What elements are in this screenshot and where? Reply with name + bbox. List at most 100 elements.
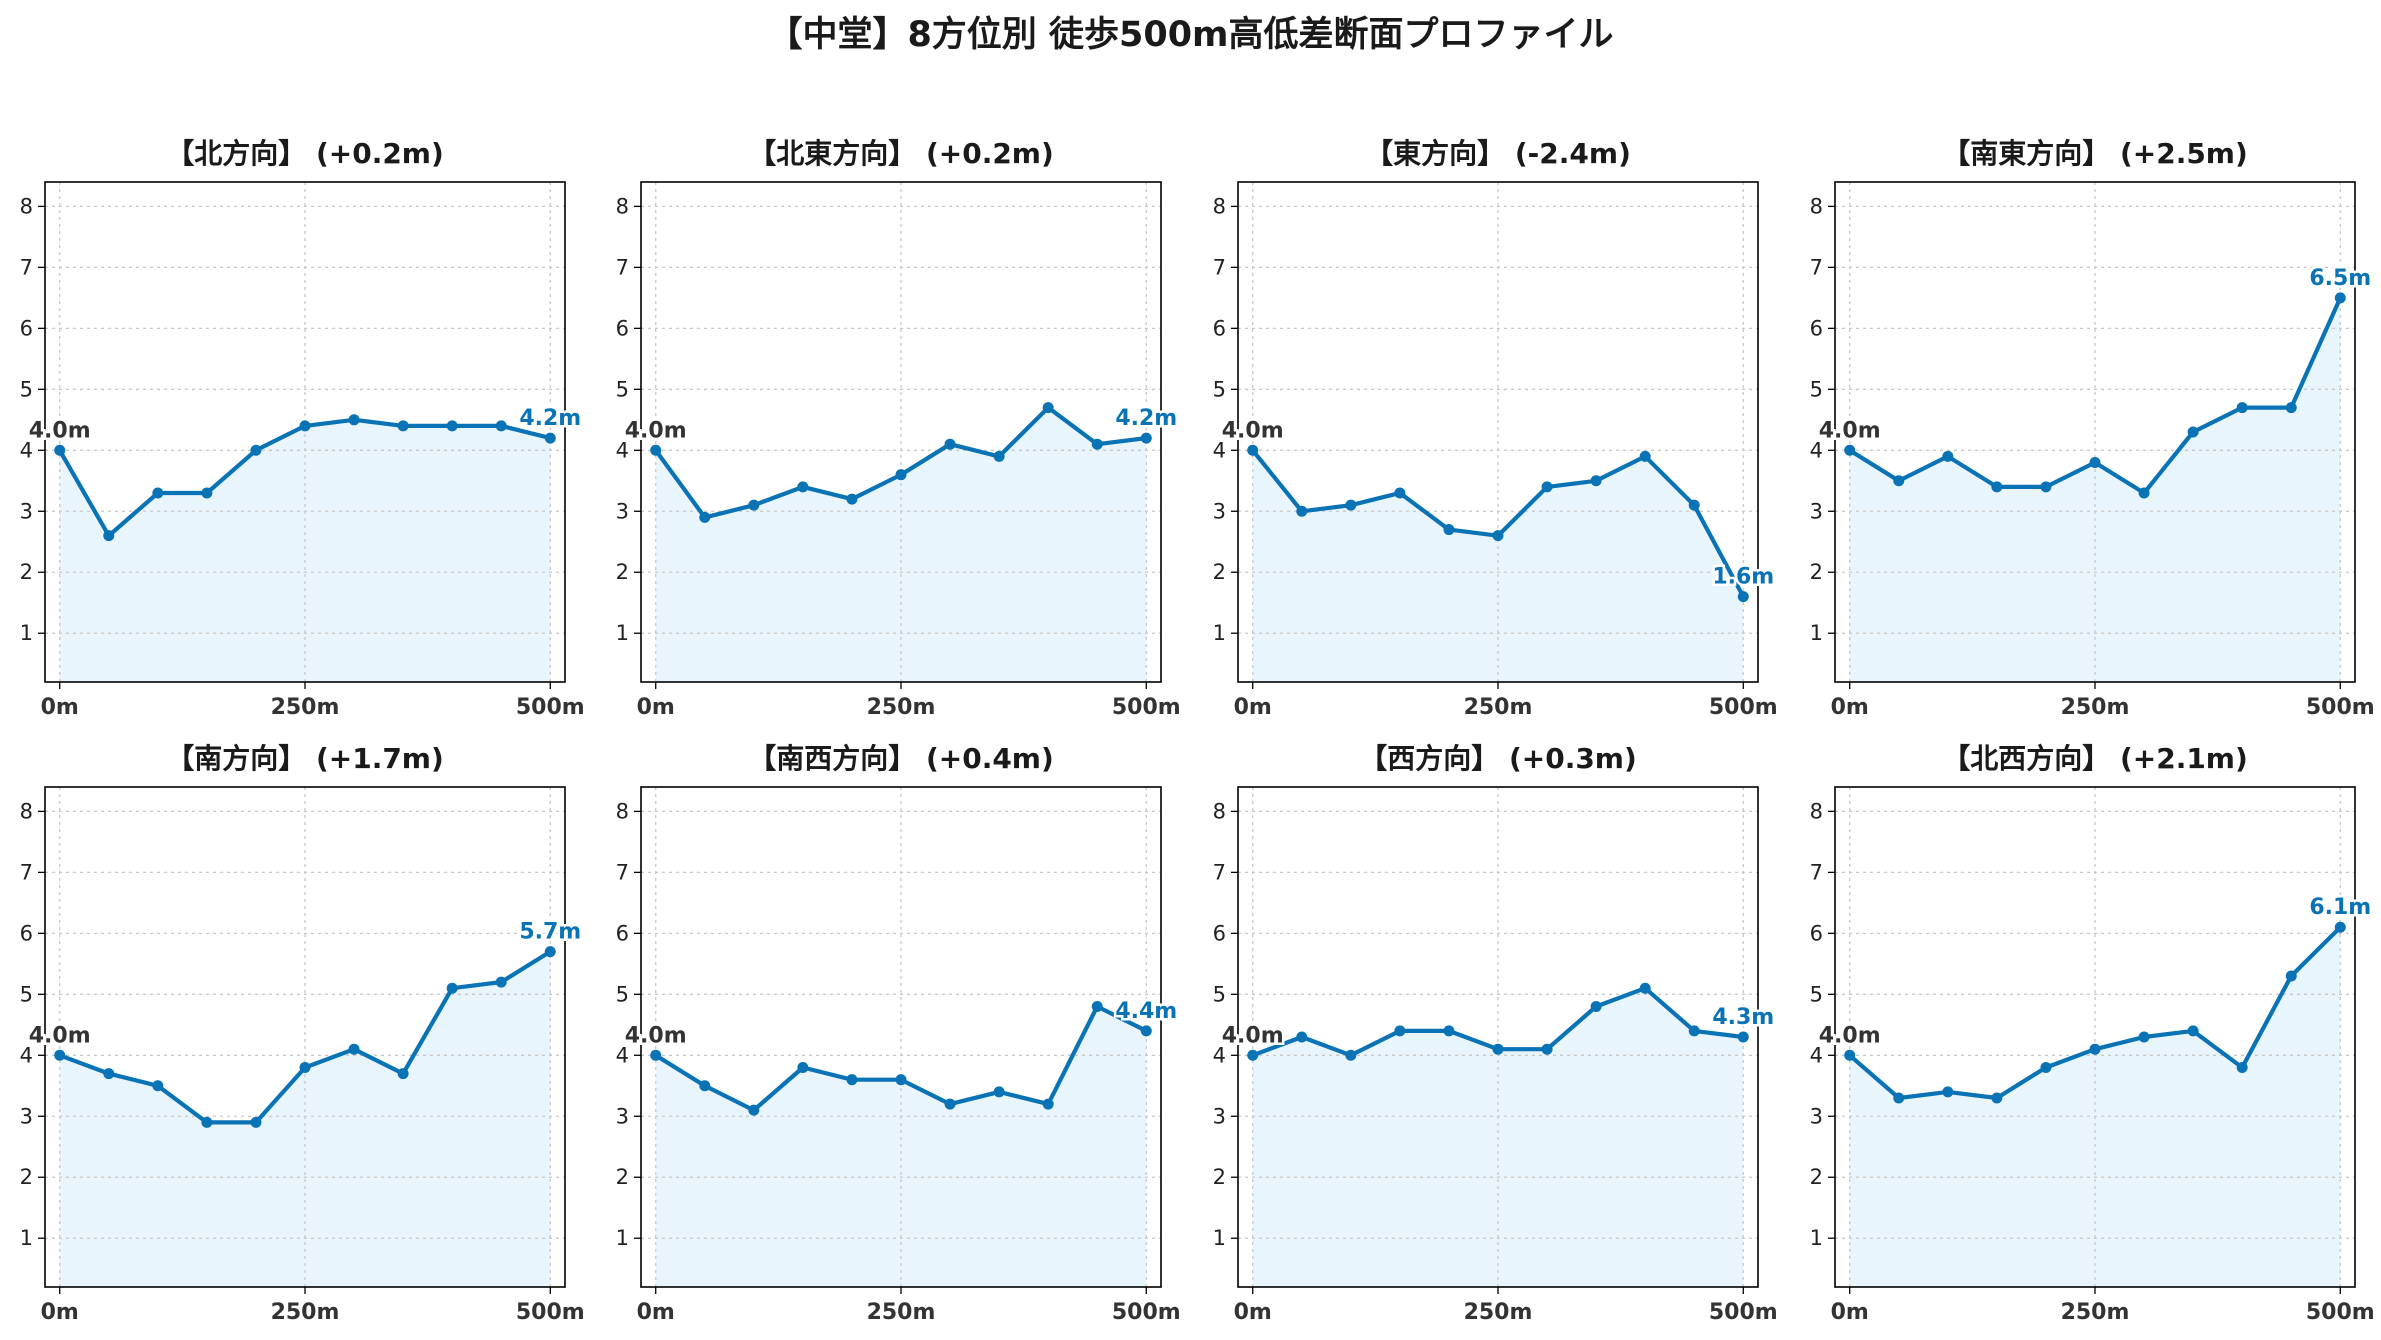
chart-title: 【北東方向】 (+0.2m) — [748, 137, 1054, 170]
profile-area — [1849, 927, 2341, 1287]
x-tick-label: 500m — [516, 1300, 585, 1325]
data-point — [993, 1086, 1005, 1098]
data-point — [797, 1061, 809, 1073]
end-value-label: 4.2m — [1115, 406, 1177, 431]
y-tick-label: 7 — [1810, 255, 1823, 279]
chart-panel-4: 【南東方向】 (+2.5m) 1 2 3 4 5 6 7 8 0m 250m 500m 4.0m 6.5m — [1810, 137, 2375, 720]
data-point — [1394, 487, 1406, 499]
data-point — [446, 982, 458, 994]
y-tick-label: 3 — [20, 499, 33, 523]
y-tick-label: 7 — [1810, 860, 1823, 884]
chart-panel-7: 【西方向】 (+0.3m) 1 2 3 4 5 6 7 8 0m 250m 500m 4.0m 4.3m — [1213, 742, 1778, 1325]
data-point — [1091, 1001, 1103, 1013]
y-tick-label: 8 — [1810, 194, 1823, 218]
y-tick-label: 6 — [616, 921, 629, 945]
data-point — [1492, 530, 1504, 542]
x-tick-label: 250m — [2061, 1300, 2130, 1325]
x-tick-label: 500m — [2306, 1300, 2375, 1325]
start-value-label: 4.0m — [1819, 1023, 1881, 1048]
x-tick-label: 0m — [41, 1300, 79, 1325]
data-point — [1394, 1025, 1406, 1037]
chart-panel-1: 【北方向】 (+0.2m) 1 2 3 4 5 6 7 8 0m 250m 500m 4.0m 4.2m — [20, 137, 585, 720]
data-point — [544, 432, 556, 444]
x-tick-label: 0m — [41, 695, 79, 720]
chart-title: 【南東方向】 (+2.5m) — [1942, 137, 2248, 170]
data-point — [748, 1104, 760, 1116]
chart-panel-8: 【北西方向】 (+2.1m) 1 2 3 4 5 6 7 8 0m 250m 500m 4.0m 6.1m — [1810, 742, 2375, 1325]
chart-panel-5: 【南方向】 (+1.7m) 1 2 3 4 5 6 7 8 0m 250m 500m 4.0m 5.7m — [20, 742, 585, 1325]
x-tick-label: 0m — [637, 1300, 675, 1325]
y-tick-label: 4 — [1213, 438, 1226, 462]
profile-area — [1252, 450, 1744, 682]
y-tick-label: 1 — [1810, 621, 1823, 645]
x-tick-label: 250m — [271, 1300, 340, 1325]
y-tick-label: 7 — [1213, 255, 1226, 279]
y-tick-label: 1 — [616, 1226, 629, 1250]
data-point — [1140, 432, 1152, 444]
y-tick-label: 8 — [1213, 799, 1226, 823]
data-point — [1639, 982, 1651, 994]
y-tick-label: 4 — [1810, 1043, 1823, 1067]
y-tick-label: 6 — [20, 316, 33, 340]
data-point — [103, 1068, 115, 1080]
data-point — [1443, 1025, 1455, 1037]
start-value-label: 4.0m — [1819, 418, 1881, 443]
data-point — [748, 499, 760, 511]
x-tick-label: 500m — [1709, 1300, 1778, 1325]
data-point — [397, 1068, 409, 1080]
y-tick-label: 7 — [616, 255, 629, 279]
x-tick-label: 0m — [1234, 1300, 1272, 1325]
chart-panel-3: 【東方向】 (-2.4m) 1 2 3 4 5 6 7 8 0m 250m 500m 4.0m 1.6m — [1213, 137, 1778, 720]
chart-title: 【南方向】 (+1.7m) — [166, 742, 444, 775]
profile-area — [59, 419, 551, 682]
y-tick-label: 3 — [1213, 1104, 1226, 1128]
y-tick-label: 3 — [616, 1104, 629, 1128]
data-point — [1639, 450, 1651, 462]
data-point — [54, 1049, 66, 1061]
data-point — [544, 946, 556, 958]
profile-area — [59, 951, 551, 1287]
plot-frame — [1834, 181, 2356, 683]
end-value-label: 4.3m — [1712, 1005, 1774, 1030]
y-tick-label: 5 — [616, 982, 629, 1006]
data-point — [846, 1074, 858, 1086]
data-point — [846, 493, 858, 505]
data-point — [299, 420, 311, 432]
x-tick-label: 250m — [867, 1300, 936, 1325]
y-tick-label: 5 — [616, 377, 629, 401]
y-tick-label: 5 — [1810, 377, 1823, 401]
chart-title: 【南西方向】 (+0.4m) — [748, 742, 1054, 775]
data-point — [1541, 481, 1553, 493]
end-value-label: 1.6m — [1712, 565, 1774, 590]
data-point — [1042, 1098, 1054, 1110]
plot-frame — [1834, 786, 2356, 1288]
data-point — [2138, 487, 2150, 499]
data-point — [1844, 444, 1856, 456]
profile-area — [1849, 297, 2341, 682]
y-tick-label: 1 — [1213, 1226, 1226, 1250]
data-point — [250, 444, 262, 456]
x-tick-label: 500m — [2306, 695, 2375, 720]
y-tick-label: 4 — [616, 1043, 629, 1067]
end-value-label: 4.2m — [519, 406, 581, 431]
x-tick-label: 500m — [1112, 695, 1181, 720]
y-tick-label: 4 — [1213, 1043, 1226, 1067]
end-value-label: 6.1m — [2309, 895, 2371, 920]
end-value-label: 4.4m — [1115, 999, 1177, 1024]
y-tick-label: 1 — [20, 621, 33, 645]
data-point — [2285, 970, 2297, 982]
data-point — [2138, 1031, 2150, 1043]
y-tick-label: 1 — [1213, 621, 1226, 645]
start-value-label: 4.0m — [1222, 1023, 1284, 1048]
y-tick-label: 4 — [20, 1043, 33, 1067]
start-value-label: 4.0m — [29, 1023, 91, 1048]
data-point — [1140, 1025, 1152, 1037]
y-tick-label: 5 — [1810, 982, 1823, 1006]
data-point — [1991, 1092, 2003, 1104]
y-tick-label: 6 — [616, 316, 629, 340]
x-tick-label: 0m — [637, 695, 675, 720]
y-tick-label: 2 — [20, 560, 33, 584]
data-point — [1345, 499, 1357, 511]
data-point — [397, 420, 409, 432]
start-value-label: 4.0m — [1222, 418, 1284, 443]
